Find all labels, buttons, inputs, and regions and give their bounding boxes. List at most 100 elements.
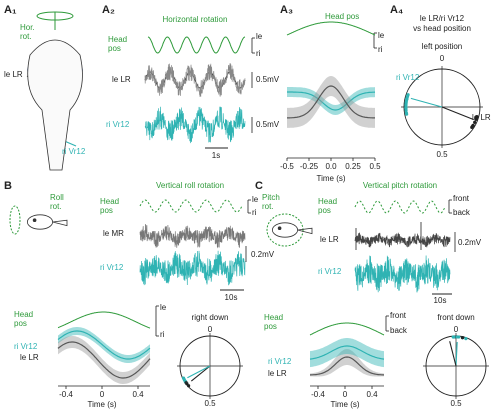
- recording-trace: [144, 63, 246, 98]
- confidence-band: [287, 76, 375, 128]
- nerve-label: ri Vr12: [14, 342, 38, 351]
- recording-trace: [139, 250, 246, 286]
- phase-point: [474, 116, 479, 120]
- nerve-label: le LR: [4, 70, 23, 79]
- rotation-label: rot.: [262, 202, 274, 211]
- scale-label: 10s: [434, 296, 447, 305]
- x-tick-label: 0.4: [366, 390, 378, 399]
- scale-label: 1s: [212, 151, 220, 160]
- trace-label: pos: [108, 44, 121, 53]
- confidence-band: [310, 349, 384, 377]
- schematic-tail: [297, 227, 313, 235]
- phase-point: [451, 335, 455, 339]
- trace-label: le LR: [112, 75, 131, 84]
- phase-point: [404, 103, 408, 107]
- head-position-trace: [354, 200, 446, 214]
- trace-label: ri Vr12: [318, 267, 342, 276]
- schematic-head: [27, 39, 83, 171]
- x-tick-label: 0.5: [369, 162, 381, 171]
- x-tick-label: -0.4: [59, 390, 73, 399]
- rotation-arrow: [9, 205, 21, 235]
- nerve-label: ri Vr12: [268, 357, 292, 366]
- polar-label: 0.5: [204, 399, 216, 408]
- phase-point: [405, 98, 409, 102]
- panel-title: Vertical roll rotation: [156, 181, 224, 190]
- head-position-trace: [57, 311, 151, 329]
- trace-label: pos: [100, 206, 113, 215]
- trace-label: Head: [14, 310, 33, 319]
- polar-title: left position: [422, 42, 462, 51]
- phase-point: [185, 382, 189, 386]
- head-position-trace: [286, 21, 376, 36]
- axis-label: ri: [256, 49, 261, 58]
- axis-label: le: [256, 32, 263, 41]
- recording-trace: [144, 106, 246, 144]
- polar-title: right down: [192, 313, 229, 322]
- mean-vector: [187, 365, 211, 379]
- panel-title: Horizontal rotation: [163, 15, 228, 24]
- scale-label: 0.2mV: [458, 238, 482, 247]
- axis-label: back: [453, 208, 471, 217]
- head-position-trace: [147, 36, 246, 54]
- rotation-label: rot.: [20, 32, 32, 41]
- panel-label: B: [4, 180, 12, 192]
- schematic-eye: [277, 226, 282, 230]
- x-tick-label: 0.25: [345, 162, 361, 171]
- polar-label: 0: [454, 325, 459, 334]
- phase-point: [455, 335, 459, 339]
- head-position-trace: [139, 199, 243, 213]
- scale-label: 0.5mV: [256, 75, 280, 84]
- scale-label: 0.2mV: [251, 250, 275, 259]
- x-axis-label: Time (s): [316, 174, 345, 183]
- trace-label: le MR: [103, 229, 124, 238]
- panel-title: vs head position: [413, 24, 471, 33]
- panel-title: Vertical pitch rotation: [363, 181, 437, 190]
- head-position-trace: [309, 322, 385, 336]
- x-tick-label: 0.4: [132, 390, 144, 399]
- trace-label: ri Vr12: [106, 120, 130, 129]
- mean-trace: [287, 85, 375, 119]
- schematic-tail: [52, 219, 68, 227]
- rotation-label: Roll: [50, 193, 64, 202]
- nerve-label: le LR: [20, 353, 39, 362]
- mean-trace: [57, 330, 151, 360]
- trace-label: pos: [14, 319, 27, 328]
- rotation-arrow: [266, 213, 304, 247]
- phase-point: [464, 337, 468, 341]
- panel-label: A₄: [390, 4, 403, 16]
- trace-label: pos: [264, 322, 277, 331]
- mean-trace: [310, 356, 384, 376]
- axis-label: ri: [252, 208, 257, 217]
- trace-label: Head: [100, 197, 119, 206]
- x-tick-label: 0.0: [325, 162, 337, 171]
- mean-vector: [449, 341, 457, 367]
- axis-label: le: [378, 31, 385, 40]
- polar-label: 0: [208, 325, 213, 334]
- axis-label: front: [453, 194, 470, 203]
- scale-label: 0.5mV: [256, 120, 280, 129]
- mean-trace: [287, 91, 376, 111]
- trace-label: pos: [318, 206, 331, 215]
- axis-label: back: [390, 326, 408, 335]
- nerve-label: le LR: [472, 113, 491, 122]
- x-tick-label: 0: [343, 390, 348, 399]
- x-tick-label: -0.4: [311, 390, 325, 399]
- panel-title: le LR/ri Vr12: [420, 14, 465, 23]
- trace-label: le LR: [320, 235, 339, 244]
- x-tick-label: 0: [100, 390, 105, 399]
- x-tick-label: -0.5: [280, 162, 294, 171]
- schematic-body: [271, 222, 298, 238]
- axis-label: le: [252, 195, 259, 204]
- nerve-label: ri Vr12: [396, 73, 420, 82]
- rotation-label: rot.: [50, 202, 62, 211]
- scale-label: 10s: [225, 293, 238, 302]
- confidence-band: [58, 336, 150, 384]
- x-axis-label: Time (s): [87, 400, 116, 409]
- polar-label: 0: [440, 54, 445, 63]
- phase-point: [406, 93, 410, 97]
- confidence-band: [58, 327, 150, 363]
- trace-label: Head: [318, 197, 337, 206]
- x-axis-label: Time (s): [330, 400, 359, 409]
- rotation-label: Pitch: [262, 193, 280, 202]
